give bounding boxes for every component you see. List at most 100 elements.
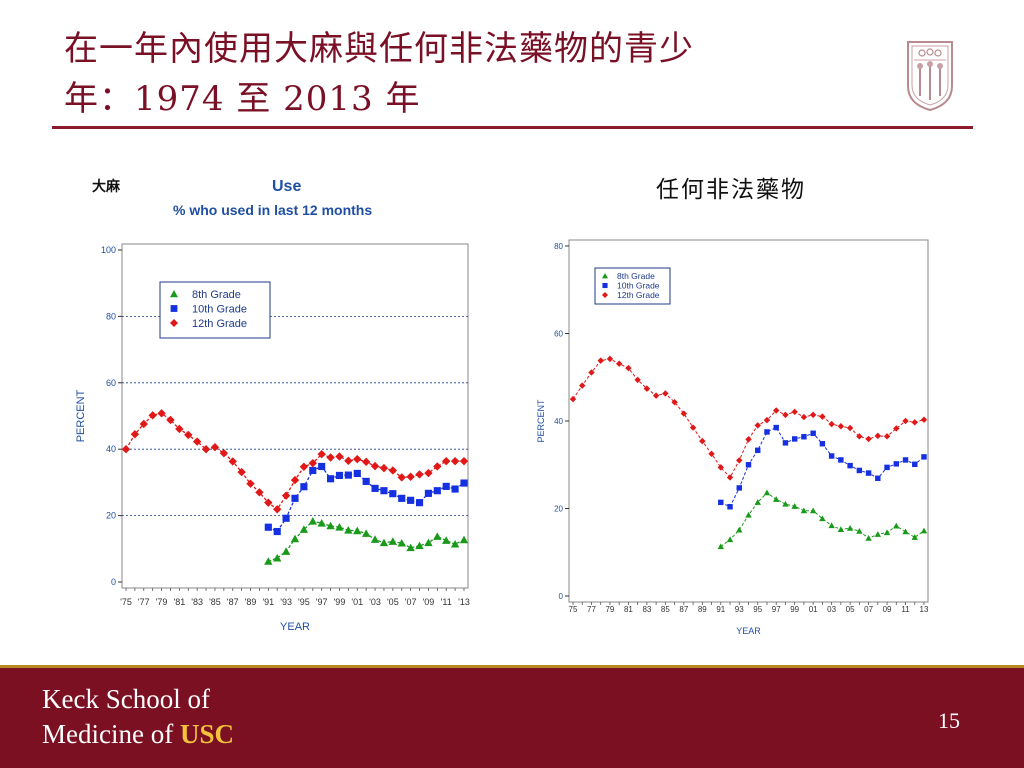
footer-bar: Keck School of Medicine of USC 15 <box>0 665 1024 768</box>
chart1-point <box>689 424 697 431</box>
chart1-point <box>865 435 872 443</box>
chart0-point <box>317 449 326 459</box>
chart0-point <box>415 470 424 479</box>
chart1-point <box>754 499 761 505</box>
chart0-point <box>273 505 282 514</box>
chart1-legend-label: 12th Grade <box>617 290 660 300</box>
chart1-point <box>773 424 779 431</box>
school-logo: Keck School of Medicine of USC <box>42 682 234 752</box>
chart1-point <box>745 436 752 443</box>
chart0-point <box>371 484 379 492</box>
chart0-point <box>379 463 389 473</box>
chart0-point <box>397 538 406 547</box>
school-name-medicine: Medicine of <box>42 719 174 749</box>
chart1-point <box>782 411 789 419</box>
chart0-point <box>273 527 281 536</box>
chart0-point <box>370 535 380 543</box>
chart1-x-tick-label: 09 <box>883 605 892 614</box>
slide-title: 在一年內使用大麻與任何非法藥物的青少 年：1974 至 2013 年 <box>64 24 884 124</box>
slide-title-line-2: 年：1974 至 2013 年 <box>64 79 421 119</box>
chart0-x-tick-label: '09 <box>423 597 435 607</box>
chart1-x-tick-label: 07 <box>864 605 873 614</box>
chart0-point <box>317 519 326 527</box>
chart1-point <box>846 424 854 432</box>
chart0-point <box>184 430 193 440</box>
chart1-point <box>921 454 927 460</box>
chart0-point <box>380 487 388 495</box>
chart1-point <box>726 474 734 481</box>
chart0-point <box>406 543 415 552</box>
chart0-point <box>309 466 317 475</box>
chart1-point <box>920 416 928 423</box>
chart0-point <box>291 494 299 502</box>
chart1-point <box>819 413 826 420</box>
chart0-legend-label: 8th Grade <box>192 289 241 301</box>
chart0-legend-label: 10th Grade <box>192 303 247 315</box>
chart1-point <box>763 489 771 496</box>
chart1-point <box>801 434 807 440</box>
chart0-point <box>397 473 406 482</box>
chart0-legend-label: 12th Grade <box>192 318 247 330</box>
chart0-point <box>406 472 415 481</box>
chart0-point <box>344 471 352 479</box>
chart1-y-tick-label: 80 <box>554 242 563 251</box>
chart1-point <box>606 355 614 363</box>
chart1-point <box>865 535 872 541</box>
chart0-point <box>424 468 433 478</box>
chart0-point <box>450 539 460 548</box>
chart0-point <box>424 489 432 497</box>
chart0-point <box>433 487 441 495</box>
chart0-point <box>300 483 308 491</box>
chart1-y-tick-label: 40 <box>554 417 563 426</box>
chart0-y-tick-label: 100 <box>101 245 116 255</box>
chart1-legend-marker <box>602 273 608 279</box>
chart0-point <box>460 479 468 487</box>
chart1-point <box>902 528 909 535</box>
chart1-point <box>846 524 854 531</box>
chart0-point <box>459 535 469 544</box>
chart1-point <box>782 500 789 507</box>
chart0-point <box>370 461 380 471</box>
marijuana-chart: 0 20 40 60 80 100 '75 '77 '79 '81 '83 '85 '87 '89 '91 '… <box>75 243 470 633</box>
chart1-x-tick-label: 97 <box>772 605 781 614</box>
chart1-legend-label: 10th Grade <box>617 281 660 291</box>
chart1-point <box>615 360 623 367</box>
school-name-line-1: Keck School of <box>42 684 210 714</box>
chart0-x-tick-label: '83 <box>191 597 203 607</box>
school-name-usc: USC <box>179 719 234 749</box>
chart0-point <box>442 482 450 490</box>
chart1-point <box>800 507 808 514</box>
chart1-x-tick-label: 93 <box>735 605 744 614</box>
chart1-point <box>745 511 752 518</box>
chart1-point <box>809 411 817 419</box>
chart1-x-tick-label: 89 <box>698 605 707 614</box>
chart0-point <box>335 471 344 479</box>
chart1-y-tick-label: 20 <box>554 505 563 514</box>
chart0-y-tick-label: 80 <box>106 311 116 321</box>
chart0-point <box>121 445 131 454</box>
chart0-point <box>361 529 371 537</box>
chart0-point <box>459 456 469 466</box>
chart0-point <box>326 521 335 530</box>
chart1-point <box>745 462 752 468</box>
chart1-point <box>652 392 660 399</box>
chart0-point <box>326 453 335 462</box>
chart0-point <box>237 467 246 477</box>
illicit-drug-chart: 0 20 40 60 80 75 77 79 81 83 85 87 89 91 93 95 97 99 01 03 0… <box>536 239 929 636</box>
chart1-point <box>736 526 743 533</box>
chart0-y-tick-label: 40 <box>106 444 116 454</box>
chart0-point <box>398 494 406 502</box>
chart0-point <box>264 523 272 531</box>
chart0-x-tick-label: '99 <box>334 597 346 607</box>
chart0-point <box>166 415 175 425</box>
chart0-point <box>415 499 424 507</box>
chart0-point <box>175 424 184 434</box>
chart1-point <box>883 529 891 536</box>
usc-seal-icon <box>907 41 953 112</box>
chart1-x-tick-label: 13 <box>920 605 929 614</box>
chart0-point <box>228 457 237 466</box>
chart1-point <box>782 440 789 446</box>
chart0-point <box>264 557 273 565</box>
chart0-point <box>388 537 398 545</box>
chart1-point <box>717 543 724 550</box>
